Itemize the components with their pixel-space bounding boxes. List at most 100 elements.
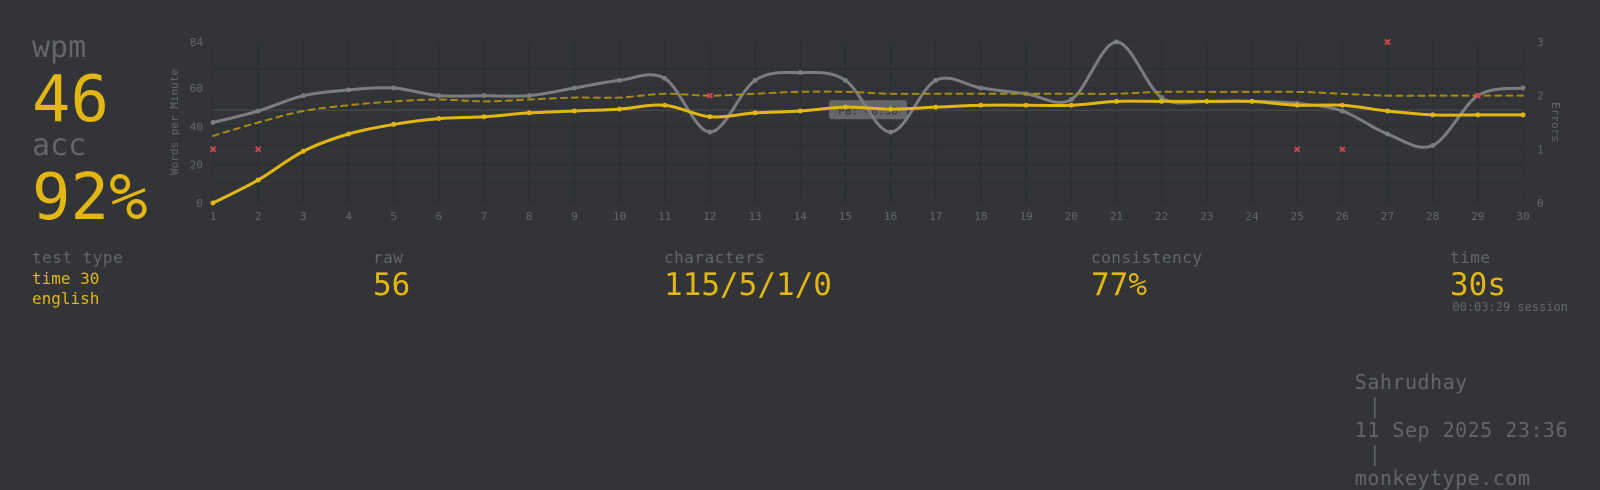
- raw-point: [1113, 39, 1119, 45]
- y-tick-label: 84: [190, 36, 204, 49]
- time-value: 30s: [1450, 267, 1506, 303]
- error-marker-stroke: [1293, 146, 1301, 153]
- test-type-label: test type: [32, 248, 124, 267]
- x-tick-label: 22: [1155, 210, 1168, 223]
- x-tick-label: 10: [613, 210, 626, 223]
- wpm-point: [1475, 112, 1481, 118]
- test-type-language: english: [32, 289, 100, 308]
- x-tick-label: 30: [1516, 210, 1529, 223]
- y-axis-ticks: 0 20 40 60 84: [190, 36, 204, 210]
- error-marker: [1384, 38, 1391, 46]
- wpm-point: [1159, 98, 1165, 104]
- consistency-label: consistency: [1091, 248, 1203, 267]
- x-tick-label: 3: [300, 210, 307, 223]
- wpm-point: [1520, 112, 1526, 118]
- acc-value: 92%: [32, 161, 148, 235]
- raw-point: [255, 108, 261, 114]
- wpm-point: [1339, 102, 1345, 108]
- raw-point: [752, 77, 758, 83]
- raw-point: [1384, 131, 1390, 137]
- error-markers: [209, 38, 1482, 153]
- error-marker-stroke: [209, 146, 217, 153]
- y-tick-label: 60: [190, 82, 203, 95]
- y2-axis-ticks: 0 1 2 3: [1537, 36, 1544, 210]
- raw-point: [978, 85, 984, 91]
- footer-separator: |: [1368, 394, 1382, 418]
- error-marker-stroke: [1474, 92, 1482, 99]
- footer-separator: |: [1368, 442, 1382, 466]
- wpm-point: [617, 106, 623, 112]
- wpm-point: [1113, 98, 1119, 104]
- x-tick-label: 28: [1426, 210, 1439, 223]
- wpm-point: [481, 114, 487, 120]
- raw-point: [933, 77, 939, 83]
- x-tick-label: 6: [436, 210, 443, 223]
- acc-label: acc: [32, 128, 87, 163]
- session-time: 00:03:29 session: [1452, 300, 1568, 314]
- x-tick-label: 2: [255, 210, 262, 223]
- footer-datetime: 11 Sep 2025 23:36: [1354, 418, 1568, 442]
- x-axis-ticks: 1 2 3 4 5 6 7 8 9 10 11 12 13 14 15 16 17 18 19 20 21 22 23 24 2…: [210, 210, 1530, 223]
- raw-point: [391, 85, 397, 91]
- error-marker-stroke: [1384, 38, 1391, 46]
- raw-point: [842, 77, 848, 83]
- raw-point: [888, 129, 894, 135]
- y2-tick-label: 1: [1537, 143, 1544, 156]
- x-tick-label: 8: [526, 210, 533, 223]
- time-label: time: [1450, 248, 1491, 267]
- characters-label: characters: [664, 248, 766, 267]
- wpm-value: 46: [32, 63, 110, 137]
- burst_avg-series-line: [212, 90, 1524, 137]
- consistency-value: 77%: [1091, 267, 1147, 303]
- x-tick-label: 23: [1200, 210, 1213, 223]
- wpm-point: [707, 114, 713, 120]
- wpm-point: [842, 104, 848, 110]
- x-tick-label: 4: [345, 210, 352, 223]
- wpm-point: [210, 200, 216, 206]
- wpm-point: [1023, 102, 1029, 108]
- x-tick-label: 25: [1291, 210, 1304, 223]
- wpm-point: [1384, 108, 1390, 114]
- wpm-point: [888, 106, 894, 112]
- x-tick-label: 21: [1110, 210, 1123, 223]
- raw-point: [526, 93, 532, 99]
- wpm-point: [1294, 102, 1300, 108]
- error-marker: [1293, 146, 1301, 153]
- wpm-point: [978, 102, 984, 108]
- error-marker: [209, 146, 217, 153]
- wpm-point: [797, 108, 803, 114]
- wpm-series-line: [211, 99, 1525, 205]
- error-marker: [706, 92, 714, 99]
- footer-site: monkeytype.com: [1354, 466, 1531, 490]
- wpm-point: [436, 116, 442, 122]
- x-tick-label: 12: [703, 210, 716, 223]
- footer-user: Sahrudhay: [1354, 370, 1468, 394]
- raw-point: [571, 85, 577, 91]
- test-type-mode: time 30: [32, 269, 100, 288]
- wpm-point: [526, 110, 532, 116]
- raw-point: [1520, 85, 1526, 91]
- raw-point: [210, 120, 216, 125]
- x-tick-label: 16: [884, 210, 897, 223]
- error-marker-stroke: [1339, 146, 1346, 153]
- raw-point: [1068, 97, 1074, 102]
- y-axis-label: Words per Minute: [168, 69, 181, 175]
- wpm-point: [346, 131, 352, 137]
- x-tick-label: 1: [210, 210, 217, 223]
- footer: Sahrudhay | 11 Sep 2025 23:36 | monkeyty…: [1330, 346, 1568, 490]
- raw-point: [617, 77, 623, 83]
- x-tick-label: 27: [1381, 210, 1394, 223]
- x-tick-label: 18: [974, 210, 987, 223]
- x-tick-label: 14: [794, 210, 808, 223]
- x-tick-label: 13: [748, 210, 761, 223]
- wpm-point: [1430, 112, 1436, 118]
- x-tick-label: 5: [390, 210, 397, 223]
- raw-series-line: [211, 40, 1525, 149]
- error-marker: [1474, 92, 1482, 99]
- x-tick-label: 9: [571, 210, 578, 223]
- wpm-point: [662, 102, 668, 108]
- error-marker: [254, 146, 262, 153]
- x-tick-label: 7: [481, 210, 488, 223]
- y2-tick-label: 3: [1537, 36, 1544, 49]
